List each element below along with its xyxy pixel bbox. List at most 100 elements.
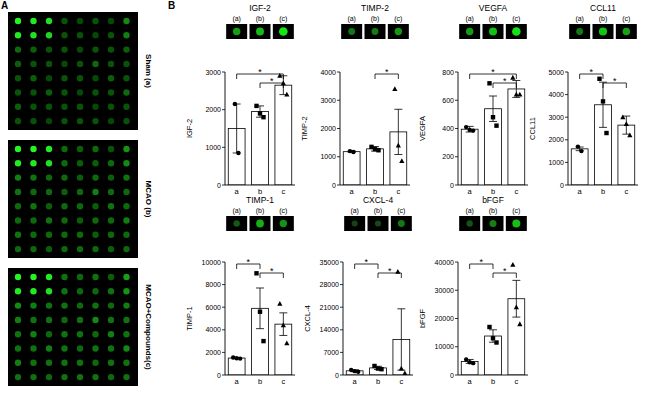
blot-thumb-spot [372, 28, 379, 35]
blot-spot [108, 32, 114, 38]
error-line [603, 82, 604, 127]
blot-spot [61, 118, 67, 124]
blot-spot [123, 246, 129, 252]
blot-spot [15, 203, 21, 209]
blot-label: (a) [465, 207, 474, 215]
chart: CXCL-4(a)(b)(c)CXCL-40700014000210002800… [303, 195, 413, 386]
x-tick-label: b [491, 377, 495, 386]
blot-image [8, 12, 138, 130]
point [517, 92, 522, 97]
blot-spot [46, 174, 52, 180]
blot-spot [123, 146, 129, 152]
blot-label: (c) [622, 15, 630, 23]
blot-spot [30, 274, 36, 280]
blot-spot [61, 146, 67, 152]
y-tick-label: 1000 [548, 159, 564, 166]
blot-label: (c) [279, 15, 287, 23]
point [261, 115, 265, 119]
blot-label: MCAO (b) [144, 181, 153, 218]
error-cap [512, 280, 520, 281]
blot-spot [61, 345, 67, 351]
blot-spot [92, 61, 98, 67]
blot-spot [46, 104, 52, 110]
blot-spot [92, 32, 98, 38]
blot-spot [46, 288, 52, 294]
blot-spot [61, 203, 67, 209]
error-cap [512, 97, 520, 98]
blot-spot [108, 189, 114, 195]
blot-spot [77, 345, 83, 351]
blot-spot [77, 317, 83, 323]
significance-label: * [503, 266, 507, 276]
blot-label: (b) [489, 15, 498, 23]
bar [485, 336, 502, 375]
bar [343, 152, 360, 185]
bar [571, 149, 588, 185]
x-tick-label: a [235, 187, 240, 196]
blot-spot [15, 18, 21, 24]
blot-spot [77, 18, 83, 24]
blot-thumb-spot [395, 28, 402, 35]
blot-spot [92, 302, 98, 308]
point [356, 370, 360, 374]
blot-spot [46, 360, 52, 366]
x-axis [568, 185, 638, 186]
blot-spot [15, 61, 21, 67]
point [396, 143, 401, 148]
blot-spot [15, 104, 21, 110]
blot-spot [108, 104, 114, 110]
blot-spot [77, 174, 83, 180]
blot-thumb-spot [279, 27, 288, 36]
blot-spot [46, 75, 52, 81]
blot-spot [30, 345, 36, 351]
blot-spot [61, 302, 67, 308]
y-tick-label: 7000 [323, 349, 339, 356]
point [510, 262, 515, 267]
blot-spot [61, 18, 67, 24]
blot-thumb [273, 216, 294, 231]
blot-spot [123, 232, 129, 238]
x-tick-label: a [235, 377, 240, 386]
blot-thumb-spot [466, 28, 473, 35]
y-tick-label: 30000 [435, 287, 455, 294]
point [277, 301, 282, 306]
blot-spot [30, 89, 36, 95]
chart-title: bFGF [482, 195, 504, 205]
point [471, 361, 475, 365]
point [517, 321, 522, 326]
x-axis [458, 375, 528, 376]
blot-spot [92, 345, 98, 351]
blot-thumb-spot [512, 219, 520, 227]
blot-spot [123, 61, 129, 67]
blot-spot [77, 288, 83, 294]
blot-spot [15, 317, 21, 323]
blot-thumb [226, 216, 247, 231]
blot-spot [77, 118, 83, 124]
blot-spot [123, 374, 129, 380]
blot-spot [123, 174, 129, 180]
blot-spot [92, 118, 98, 124]
blot-spot [92, 189, 98, 195]
error-cap [489, 121, 497, 122]
y-tick-label: 600 [442, 97, 454, 104]
blot-spot [123, 274, 129, 280]
error-cap [394, 154, 402, 155]
blot-thumb [388, 24, 409, 39]
y-tick-label: 1000 [320, 153, 336, 160]
blot-spot [61, 217, 67, 223]
y-tick-label: 0 [217, 182, 221, 189]
error-bar [599, 82, 607, 127]
error-cap [279, 335, 287, 336]
blot-spot [15, 46, 21, 52]
y-tick-label: 200 [442, 153, 454, 160]
blot-thumb [344, 216, 365, 231]
point [491, 115, 495, 119]
blot-label: (c) [394, 15, 402, 23]
y-axis [343, 262, 344, 375]
blot-spot [123, 302, 129, 308]
blot-label: (c) [512, 15, 520, 23]
chart: VEGFA(a)(b)(c)VEGFA0200400600800abc** [418, 3, 528, 196]
x-tick-label: b [258, 377, 262, 386]
blot-thumb-spot [233, 28, 241, 36]
blot-spot [61, 75, 67, 81]
